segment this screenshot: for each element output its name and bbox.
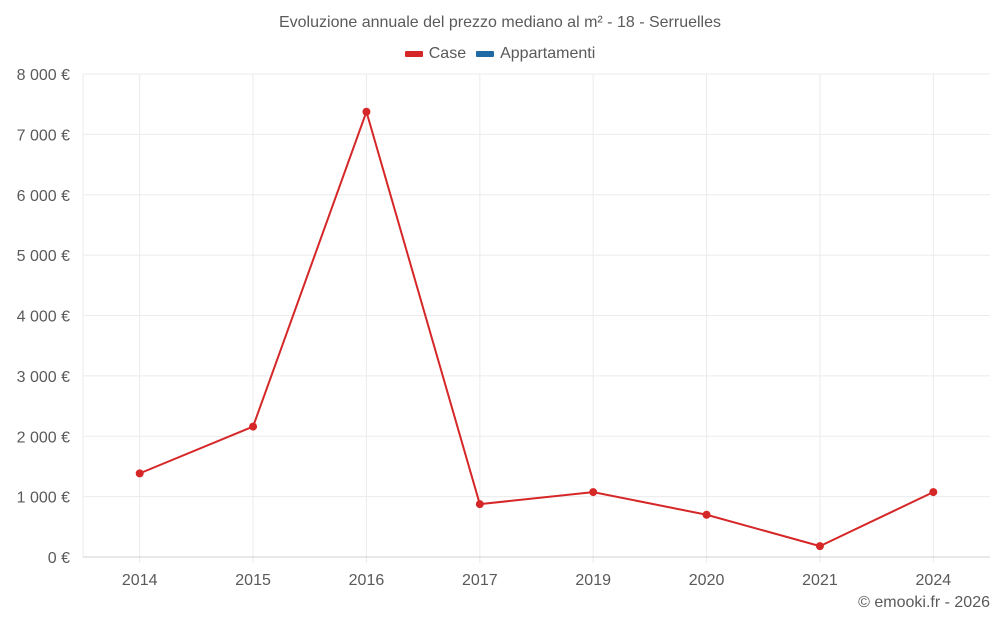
legend-label-case: Case bbox=[428, 45, 467, 62]
series-line-case bbox=[139, 110, 934, 548]
credit-text: © emooki.fr - 2026 bbox=[858, 594, 990, 611]
legend-swatch-appartamenti bbox=[476, 51, 495, 57]
y-tick-label: 5 000 € bbox=[17, 248, 70, 265]
y-tick-label: 0 € bbox=[48, 550, 70, 567]
legend-item-case[interactable]: Case bbox=[404, 45, 467, 63]
legend-item-appartamenti[interactable]: Appartamenti bbox=[476, 45, 595, 63]
data-point[interactable] bbox=[929, 488, 938, 497]
legend: Case Appartamenti bbox=[0, 45, 1000, 63]
y-tick-label: 2 000 € bbox=[17, 429, 70, 446]
chart-title: Evoluzione annuale del prezzo mediano al… bbox=[278, 14, 721, 31]
legend-label-appartamenti: Appartamenti bbox=[500, 45, 596, 62]
data-point[interactable] bbox=[589, 488, 598, 497]
data-point[interactable] bbox=[475, 500, 484, 509]
y-tick-label: 6 000 € bbox=[17, 188, 70, 205]
data-point[interactable] bbox=[362, 107, 371, 116]
x-tick-label: 2020 bbox=[689, 572, 725, 589]
y-tick-label: 8 000 € bbox=[17, 67, 70, 84]
data-point[interactable] bbox=[135, 469, 144, 478]
x-tick-label: 2021 bbox=[802, 572, 838, 589]
x-tick-label: 2019 bbox=[575, 572, 611, 589]
x-tick-label: 2016 bbox=[349, 572, 385, 589]
x-tick-label: 2015 bbox=[235, 572, 271, 589]
x-tick-label: 2024 bbox=[916, 572, 952, 589]
y-tick-label: 7 000 € bbox=[17, 127, 70, 144]
y-tick-label: 1 000 € bbox=[17, 490, 70, 507]
data-point[interactable] bbox=[249, 422, 258, 431]
x-tick-label: 2017 bbox=[462, 572, 498, 589]
legend-swatch-case bbox=[404, 51, 423, 57]
data-point[interactable] bbox=[702, 510, 711, 519]
y-tick-label: 4 000 € bbox=[17, 309, 70, 326]
data-point[interactable] bbox=[815, 542, 824, 551]
x-tick-label: 2014 bbox=[122, 572, 158, 589]
y-tick-label: 3 000 € bbox=[17, 369, 70, 386]
